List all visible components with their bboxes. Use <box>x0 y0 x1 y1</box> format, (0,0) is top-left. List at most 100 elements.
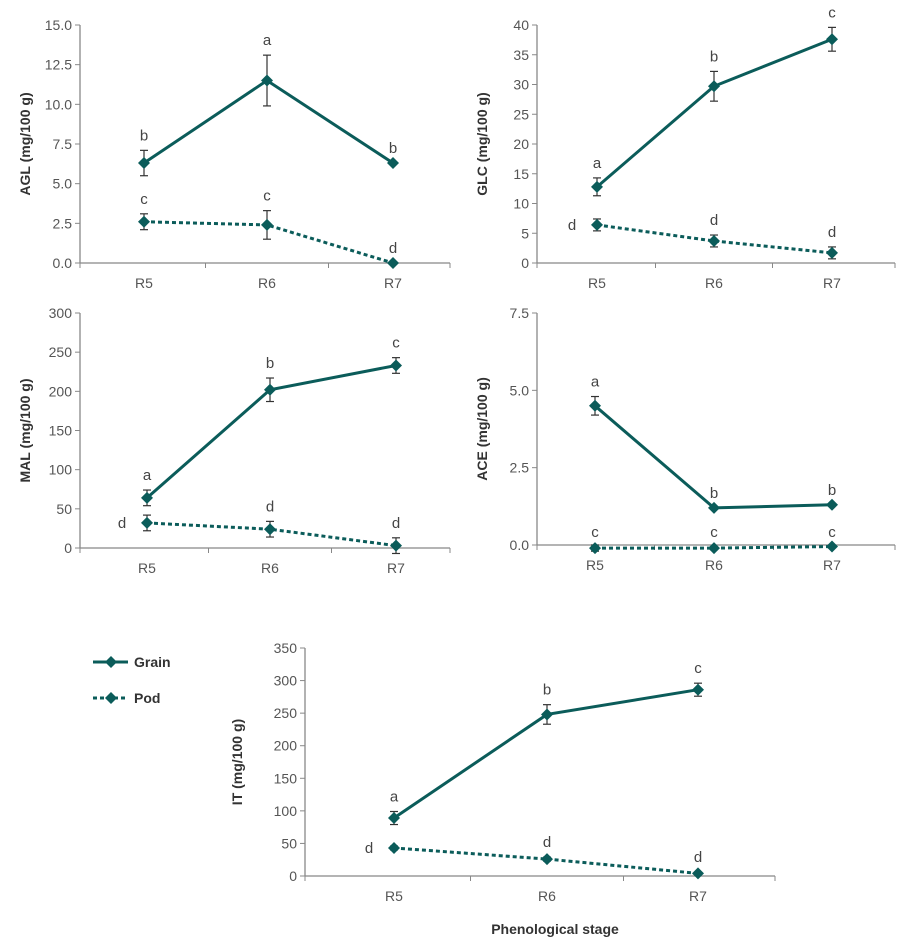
y-tick-label: 25 <box>513 106 529 122</box>
significance-letter: d <box>389 240 397 257</box>
significance-letter: d <box>710 212 718 229</box>
significance-letter: c <box>392 335 400 352</box>
y-tick-label: 350 <box>274 640 298 656</box>
legend-label-grain: Grain <box>134 654 171 670</box>
y-tick-label: 15.0 <box>45 17 72 33</box>
series-line-pod <box>143 220 394 265</box>
significance-letter: b <box>710 485 718 502</box>
y-tick-label: 2.5 <box>53 215 73 231</box>
significance-letter: a <box>593 155 602 172</box>
data-point-pod <box>589 542 601 555</box>
y-tick-label: 5 <box>521 225 529 241</box>
series-line-grain <box>393 688 699 820</box>
data-point-grain <box>387 157 399 170</box>
x-tick-label: R6 <box>705 275 723 291</box>
y-axis-title: AGL (mg/100 g) <box>17 92 33 195</box>
x-tick-label: R5 <box>586 557 604 573</box>
y-tick-label: 300 <box>274 673 298 689</box>
x-axis-title: Phenological stage <box>491 921 619 937</box>
data-point-grain <box>692 683 704 696</box>
y-tick-label: 50 <box>281 835 297 851</box>
significance-letter: d <box>694 849 702 866</box>
x-tick-label: R6 <box>258 275 276 291</box>
x-tick-label: R5 <box>588 275 606 291</box>
y-tick-label: 20 <box>513 136 529 152</box>
significance-letter: a <box>143 467 152 484</box>
y-tick-label: 10.0 <box>45 96 72 112</box>
x-tick-label: R5 <box>138 560 156 576</box>
data-point-grain <box>261 74 273 87</box>
series-line-pod <box>393 846 699 875</box>
y-tick-label: 300 <box>49 305 73 321</box>
y-tick-label: 30 <box>513 77 529 93</box>
significance-letter: c <box>263 188 271 205</box>
data-point-pod <box>138 215 150 228</box>
data-point-grain <box>589 399 601 412</box>
data-point-grain <box>708 80 720 93</box>
significance-letter: c <box>694 660 702 677</box>
y-tick-label: 15 <box>513 166 529 182</box>
y-tick-label: 5.0 <box>53 176 73 192</box>
data-point-pod <box>141 516 153 529</box>
data-point-grain <box>826 498 838 511</box>
x-tick-label: R6 <box>538 888 556 904</box>
x-tick-label: R6 <box>705 557 723 573</box>
y-tick-label: 5.0 <box>510 382 530 398</box>
x-tick-label: R6 <box>261 560 279 576</box>
significance-letter: b <box>140 127 148 144</box>
y-tick-label: 0 <box>521 255 529 271</box>
data-point-grain <box>388 812 400 825</box>
legend-marker-pod <box>105 692 117 704</box>
x-tick-label: R7 <box>384 275 402 291</box>
y-axis-title: IT (mg/100 g) <box>229 719 245 805</box>
data-point-pod <box>591 218 603 231</box>
data-point-pod <box>826 540 838 553</box>
data-point-pod <box>826 246 838 259</box>
significance-letter: d <box>266 498 274 515</box>
y-tick-label: 200 <box>274 738 298 754</box>
y-axis-title: MAL (mg/100 g) <box>17 379 33 483</box>
x-tick-label: R7 <box>387 560 405 576</box>
y-tick-label: 150 <box>274 770 298 786</box>
y-axis-title: GLC (mg/100 g) <box>474 92 490 195</box>
significance-letter: d <box>543 834 551 851</box>
significance-letter: c <box>710 524 718 541</box>
significance-letter: c <box>828 524 836 541</box>
x-tick-label: R7 <box>689 888 707 904</box>
y-tick-label: 50 <box>56 501 72 517</box>
data-point-grain <box>591 180 603 193</box>
x-tick-label: R5 <box>135 275 153 291</box>
significance-letter: d <box>365 840 373 857</box>
y-tick-label: 0.0 <box>510 537 530 553</box>
data-point-pod <box>264 523 276 536</box>
significance-letter: d <box>568 217 576 234</box>
y-tick-label: 12.5 <box>45 57 72 73</box>
y-tick-label: 100 <box>49 462 73 478</box>
significance-letter: b <box>710 48 718 65</box>
data-point-pod <box>390 539 402 552</box>
data-point-grain <box>141 491 153 504</box>
data-point-pod <box>708 542 720 555</box>
y-axis-title: ACE (mg/100 g) <box>474 377 490 480</box>
data-point-pod <box>387 257 399 269</box>
x-tick-label: R7 <box>823 275 841 291</box>
y-tick-label: 0 <box>289 868 297 884</box>
data-point-pod <box>388 841 400 854</box>
y-tick-label: 0 <box>64 540 72 556</box>
significance-letter: c <box>140 191 148 208</box>
series-line-pod <box>596 223 833 255</box>
data-point-grain <box>708 501 720 514</box>
significance-letter: d <box>392 515 400 532</box>
data-point-pod <box>541 853 553 866</box>
data-point-pod <box>261 218 273 231</box>
y-tick-label: 2.5 <box>510 460 530 476</box>
significance-letter: b <box>389 140 397 157</box>
y-tick-label: 10 <box>513 196 529 212</box>
data-point-grain <box>138 157 150 170</box>
significance-letter: d <box>118 515 126 532</box>
significance-letter: b <box>543 682 551 699</box>
significance-letter: b <box>828 482 836 499</box>
y-tick-label: 7.5 <box>510 305 530 321</box>
series-line-grain <box>143 78 394 165</box>
